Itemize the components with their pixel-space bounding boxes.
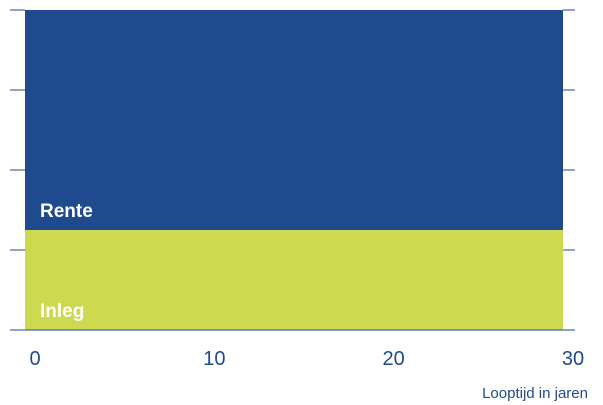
series-labels: Inleg Rente [40,201,93,322]
axes [10,9,575,331]
area-inleg [25,230,563,330]
x-tick-label: 30 [562,348,584,370]
area-series-group [25,10,563,330]
series-label-rente: Rente [40,201,93,222]
series-label-inleg: Inleg [40,301,84,322]
area-rente [25,10,563,230]
x-tick-label: 10 [203,348,225,370]
x-axis-title: Looptijd in jaren [482,385,588,402]
x-tick-label: 20 [383,348,405,370]
x-tick-labels: 0 10 20 30 [29,348,584,370]
x-tick-label: 0 [29,348,40,370]
